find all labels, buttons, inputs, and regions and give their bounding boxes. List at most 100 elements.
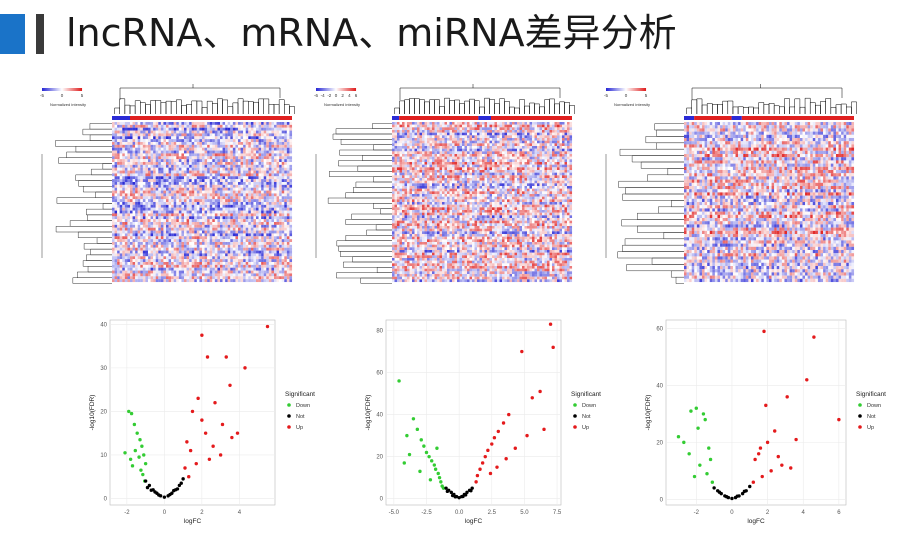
heatmap-cell	[155, 276, 159, 280]
heatmap-cell	[432, 122, 435, 125]
heatmap-cell	[225, 159, 228, 163]
heatmap-cell	[184, 179, 187, 183]
heatmap-cell	[122, 213, 125, 217]
heatmap-cell	[554, 146, 558, 149]
heatmap-cell	[279, 144, 282, 148]
heatmap-cell	[181, 244, 185, 248]
heatmap-cell	[222, 262, 226, 265]
heatmap-cell	[240, 187, 244, 191]
heatmap-cell	[263, 187, 267, 191]
heatmap-cell	[253, 199, 257, 203]
dendrogram-branch	[424, 101, 430, 114]
heatmap-cell	[196, 170, 200, 174]
heatmap-cell	[127, 184, 131, 188]
heatmap-cell	[160, 133, 164, 137]
heatmap-cell	[492, 146, 495, 149]
heatmap-cell	[204, 167, 208, 171]
heatmap-cell	[199, 253, 203, 257]
heatmap-cell	[142, 253, 146, 257]
heatmap-cell	[189, 150, 192, 154]
heatmap-cell	[155, 176, 159, 180]
heatmap-cell	[562, 148, 565, 152]
heatmap-cell	[286, 230, 290, 234]
heatmap-cell	[196, 156, 200, 160]
dendrogram-branch	[206, 100, 213, 114]
heatmap-cell	[268, 133, 272, 137]
column-dendrogram	[394, 84, 575, 114]
heatmap-cell	[220, 150, 223, 154]
heatmap-cell	[289, 199, 293, 203]
dendrogram-branch	[289, 106, 295, 114]
heatmap-cell	[184, 127, 187, 131]
heatmap-cell	[140, 159, 143, 163]
heatmap-cell	[181, 193, 185, 197]
heatmap-cell	[429, 148, 433, 152]
heatmap-cell	[166, 124, 169, 128]
heatmap-cell	[171, 176, 174, 180]
heatmap-cell	[207, 224, 210, 228]
heatmap-cell	[194, 244, 197, 248]
heatmap-cell	[212, 213, 215, 217]
heatmap-cell	[271, 262, 275, 265]
heatmap-cell	[281, 267, 285, 271]
heatmap-cell	[130, 193, 133, 197]
heatmap-cell	[119, 222, 123, 225]
heatmap-cell	[256, 142, 259, 145]
heatmap-cell	[163, 244, 167, 248]
heatmap-cell	[191, 239, 195, 243]
heatmap-cell	[148, 207, 151, 211]
heatmap-cell	[222, 213, 226, 217]
heatmap-cell	[186, 182, 190, 185]
heatmap-cell	[130, 184, 133, 188]
heatmap-cell	[263, 133, 267, 137]
heatmap-cell	[271, 196, 275, 200]
heatmap-cell	[199, 207, 203, 211]
heatmap-cell	[507, 146, 510, 149]
heatmap-cell	[112, 233, 115, 237]
heatmap-cell	[499, 124, 503, 128]
heatmap-cell	[240, 242, 244, 245]
heatmap-cell	[178, 250, 182, 254]
dendrogram-branch	[345, 235, 392, 241]
heatmap-cell	[225, 259, 228, 263]
heatmap-cell	[220, 196, 223, 200]
heatmap-cell	[178, 162, 182, 165]
heatmap-cell	[477, 143, 480, 147]
heatmap-cell	[261, 142, 264, 145]
heatmap-cell	[127, 236, 131, 240]
heatmap-cell	[204, 244, 208, 248]
heatmap-cell	[250, 147, 254, 151]
heatmap-cell	[504, 148, 508, 152]
heatmap-cell	[222, 219, 226, 223]
heatmap-cell	[240, 247, 244, 251]
heatmap-cell	[209, 196, 213, 200]
heatmap-cell	[286, 144, 290, 148]
heatmap-cell	[289, 233, 293, 237]
heatmap-cell	[412, 127, 415, 131]
heatmap-cell	[137, 262, 141, 265]
heatmap-cell	[127, 179, 131, 183]
heatmap-cell	[217, 122, 221, 125]
heatmap-cell	[181, 133, 185, 137]
heatmap-cell	[467, 148, 470, 152]
heatmap-cell	[114, 164, 118, 168]
dendrogram-branch	[66, 151, 112, 158]
heatmap-cell	[286, 247, 290, 251]
heatmap-cell	[212, 233, 215, 237]
legend-swatch	[349, 88, 351, 91]
heatmap-cell	[266, 144, 269, 148]
heatmap-cell	[142, 130, 146, 134]
heatmap-cell	[534, 130, 538, 133]
heatmap-cell	[232, 164, 236, 168]
heatmap-cell	[171, 262, 174, 265]
heatmap-cell	[235, 139, 239, 143]
heatmap-cell	[202, 207, 205, 211]
heatmap-cell	[153, 127, 156, 131]
heatmap-cell	[220, 127, 223, 131]
heatmap-cell	[217, 153, 221, 157]
heatmap-cell	[532, 122, 535, 125]
heatmap-cell	[181, 227, 185, 231]
heatmap-cell	[114, 236, 118, 240]
heatmap-cell	[427, 127, 430, 131]
heatmap-cell	[559, 140, 563, 144]
